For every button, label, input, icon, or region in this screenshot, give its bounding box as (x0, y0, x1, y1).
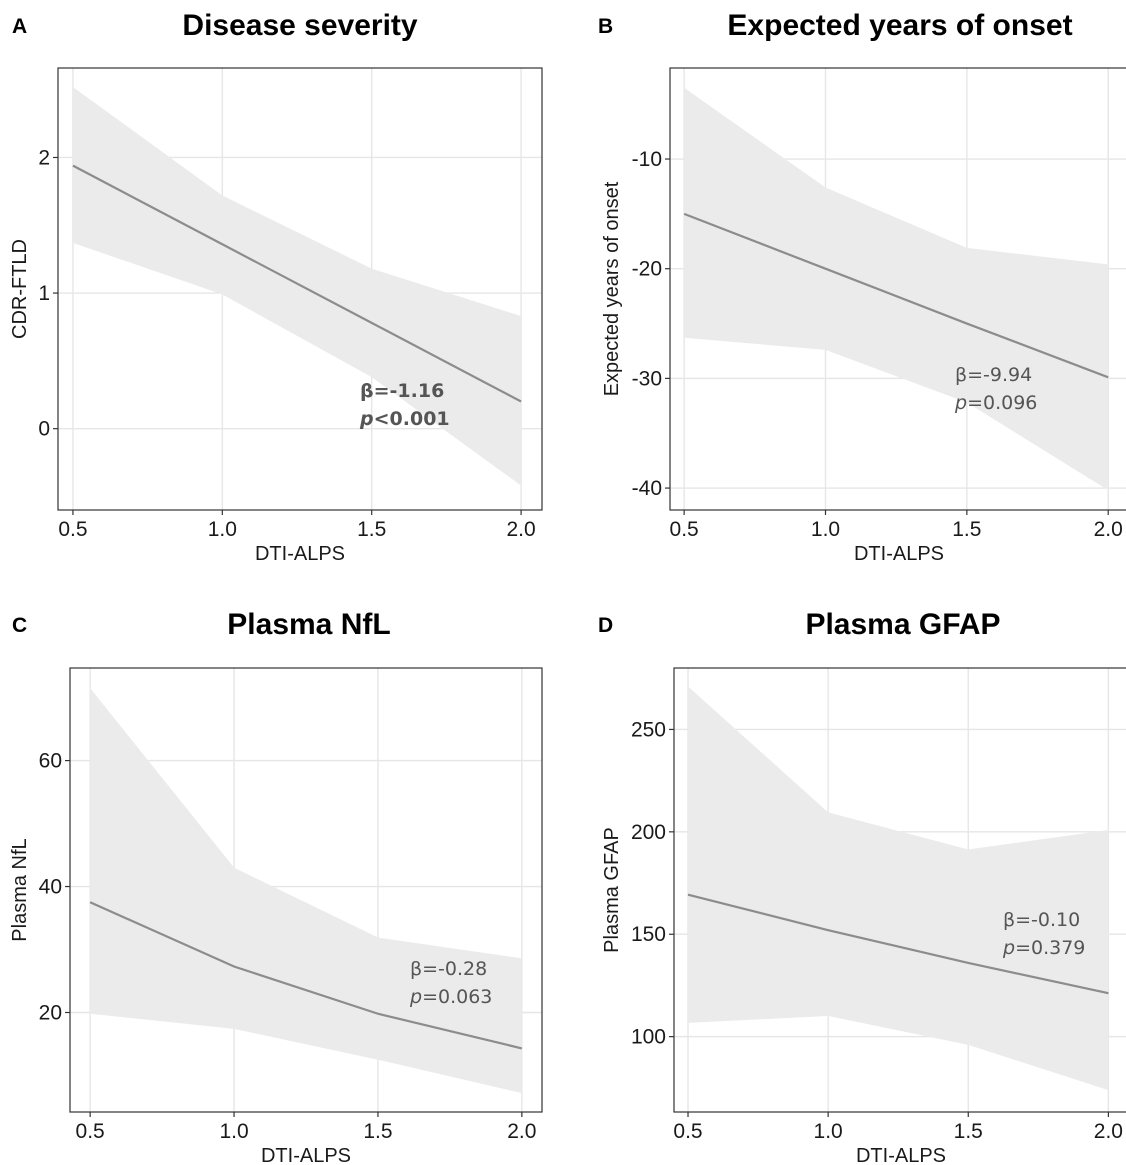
panel-title: Disease severity (182, 9, 417, 42)
panel-c: 0.5 1.0 1.5 2.0 20 40 60 DTI-ALPS Plasma NfL Plas… (9, 608, 543, 1165)
x-tick-label: 1.0 (814, 1120, 843, 1143)
p-value-annotation: p=0.063 (409, 986, 492, 1008)
y-tick-label: 250 (631, 718, 666, 741)
panel-title: Plasma NfL (227, 608, 390, 641)
x-tick-label: 1.0 (219, 1120, 248, 1143)
x-tick-label: 1.5 (363, 1120, 392, 1143)
y-tick-label: 40 (39, 876, 62, 899)
plot-area (70, 668, 542, 1112)
panel-title: Plasma GFAP (805, 608, 1000, 641)
p-symbol: p (359, 408, 374, 430)
plot-frame (57, 67, 543, 511)
beta-annotation: β=-0.10 (1003, 909, 1080, 931)
y-axis-label: Plasma GFAP (601, 827, 623, 953)
p-value: =0.379 (1015, 937, 1085, 959)
x-tick-label: 1.0 (811, 518, 840, 541)
plot-area (670, 68, 1126, 510)
x-tick-label: 2.0 (507, 1120, 536, 1143)
confidence-band (684, 87, 1109, 491)
p-symbol: p (954, 392, 967, 414)
x-tick-label: 0.5 (670, 518, 699, 541)
p-value-annotation: p<0.001 (359, 408, 450, 430)
y-tick-label: 1 (38, 282, 50, 305)
x-axis-label: DTI-ALPS (261, 1145, 351, 1165)
x-axis-label: DTI-ALPS (255, 543, 345, 565)
regression-line (687, 893, 1109, 995)
y-axis-label: Plasma NfL (9, 838, 31, 941)
y-tick-label: -20 (632, 258, 662, 281)
x-tick-label: 2.0 (1094, 518, 1123, 541)
x-tick-label: 0.5 (58, 518, 87, 541)
panel-letter: A (12, 15, 27, 38)
x-axis-label: DTI-ALPS (854, 543, 944, 565)
y-axis-label: Expected years of onset (601, 181, 623, 396)
panel-letter: D (598, 614, 613, 637)
x-tick-label: 2.0 (506, 518, 535, 541)
y-tick-label: -40 (632, 477, 662, 500)
x-tick-label: 2.0 (1094, 1120, 1123, 1143)
panel-letter: B (598, 15, 613, 38)
y-tick-label: -10 (632, 148, 662, 171)
plot-area (58, 68, 542, 510)
x-axis-label: DTI-ALPS (856, 1145, 946, 1165)
y-tick-label: 0 (38, 418, 50, 441)
x-tick-label: 1.5 (954, 1120, 983, 1143)
x-tick-label: 0.5 (76, 1120, 105, 1143)
regression-line (72, 164, 522, 403)
plot-frame (669, 67, 1126, 511)
p-value: =0.063 (422, 986, 492, 1008)
y-tick-label: 2 (38, 146, 50, 169)
beta-annotation: β=-1.16 (360, 380, 444, 402)
plot-frame (69, 667, 543, 1113)
x-tick-label: 1.5 (952, 518, 981, 541)
confidence-band (90, 688, 522, 1094)
panel-title: Expected years of onset (727, 9, 1072, 42)
p-symbol: p (409, 986, 422, 1008)
p-value-annotation: p=0.096 (954, 392, 1037, 414)
p-value: =0.096 (967, 392, 1037, 414)
panel-letter: C (12, 614, 27, 637)
regression-line (683, 212, 1109, 379)
p-value-annotation: p=0.379 (1002, 937, 1085, 959)
y-tick-label: 200 (631, 821, 666, 844)
x-tick-label: 0.5 (673, 1120, 702, 1143)
plot-area (674, 668, 1126, 1112)
regression-line (89, 901, 523, 1050)
y-tick-label: -30 (632, 367, 662, 390)
x-tick-label: 1.0 (208, 518, 237, 541)
y-tick-label: 20 (39, 1001, 62, 1024)
panel-d: 0.5 1.0 1.5 2.0 100 150 200 250 DTI-ALPS Plasma G… (598, 608, 1126, 1165)
y-tick-label: 100 (631, 1026, 666, 1049)
plot-frame (673, 667, 1126, 1113)
y-tick-label: 150 (631, 923, 666, 946)
y-axis-label: CDR-FTLD (9, 239, 31, 339)
confidence-band (72, 86, 522, 486)
beta-annotation: β=-9.94 (955, 364, 1032, 386)
y-tick-label: 60 (39, 750, 62, 773)
beta-annotation: β=-0.28 (410, 958, 487, 980)
panel-a: 0.5 1.0 1.5 2.0 0 1 2 DTI-ALPS CDR-FTLD Disease s… (9, 9, 543, 565)
p-symbol: p (1002, 937, 1015, 959)
x-tick-label: 1.5 (357, 518, 386, 541)
confidence-band (688, 686, 1109, 1091)
p-value: <0.001 (374, 408, 450, 430)
panel-b: 0.5 1.0 1.5 2.0 -40 -30 -20 -10 DTI-ALPS Expected… (598, 9, 1126, 565)
